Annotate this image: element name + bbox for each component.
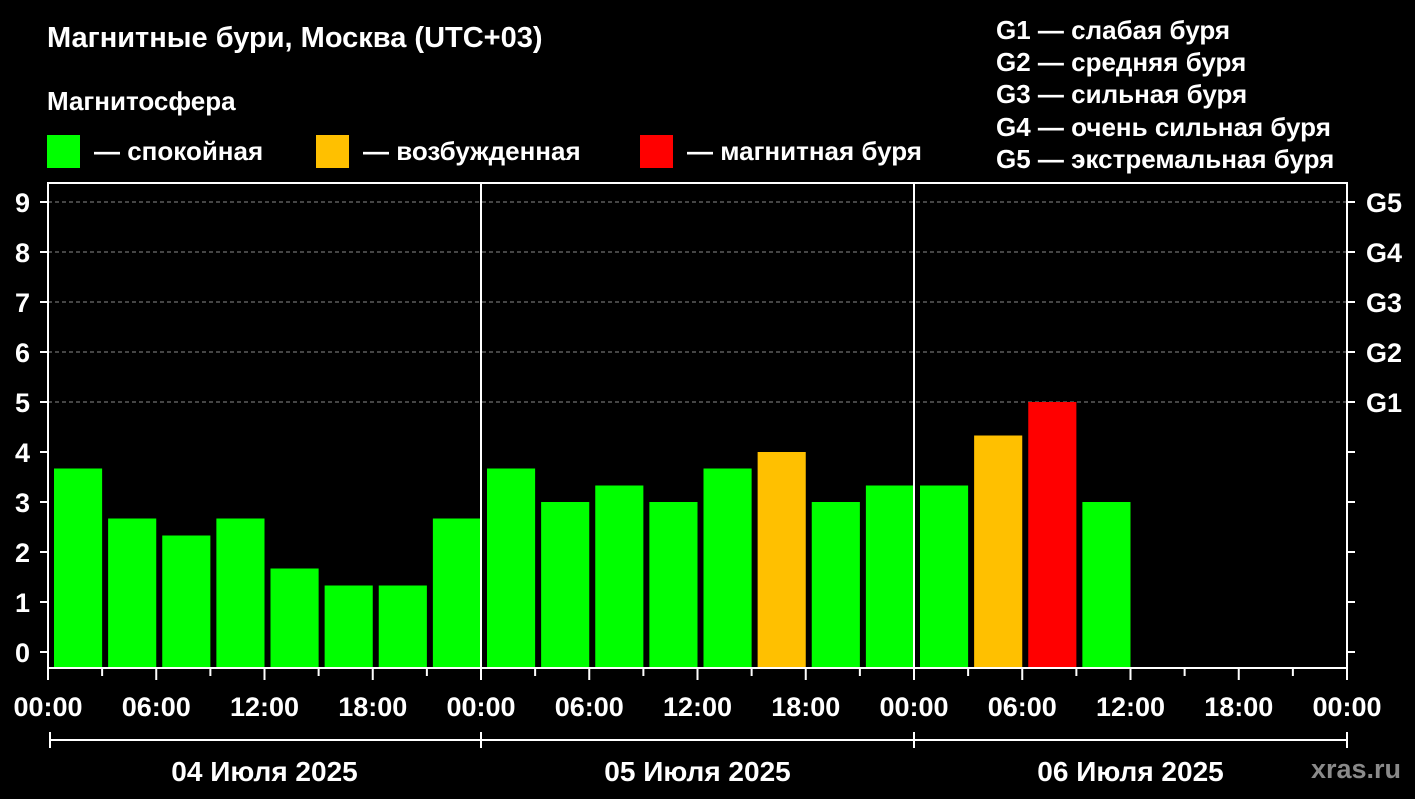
- y-tick-label: 9: [15, 188, 30, 218]
- x-tick-label: 12:00: [663, 692, 732, 722]
- bar: [757, 452, 806, 668]
- x-tick-label: 06:00: [988, 692, 1057, 722]
- g-tick-label: G5: [1366, 188, 1402, 218]
- y-tick-label: 5: [15, 388, 30, 418]
- g-scale-g4: G4 — очень сильная буря: [996, 111, 1331, 142]
- bar: [324, 585, 373, 668]
- bar: [270, 568, 319, 668]
- y-tick-label: 8: [15, 238, 30, 268]
- x-tick-label: 00:00: [1312, 692, 1381, 722]
- watermark: xras.ru: [1310, 754, 1401, 784]
- bar: [1028, 402, 1077, 668]
- bar: [1082, 502, 1131, 668]
- y-tick-label: 7: [15, 288, 30, 318]
- chart-subtitle: Магнитосфера: [47, 86, 236, 116]
- bar: [920, 485, 969, 668]
- chart-title: Магнитные бури, Москва (UTC+03): [47, 22, 543, 54]
- g-tick-label: G2: [1366, 338, 1402, 368]
- y-tick-label: 4: [15, 438, 30, 468]
- legend-item-active: — возбужденная: [316, 134, 581, 168]
- x-tick-label: 06:00: [122, 692, 191, 722]
- x-tick-label: 18:00: [1204, 692, 1273, 722]
- g-scale-legend: G1 — слабая буря G2 — средняя буря G3 — …: [996, 14, 1334, 175]
- g-scale-g3: G3 — сильная буря: [996, 79, 1248, 110]
- bar: [54, 468, 103, 668]
- g-scale-g1: G1 — слабая буря: [996, 15, 1231, 45]
- y-tick-label: 6: [15, 338, 30, 368]
- y-tick-label: 1: [15, 588, 30, 618]
- bar: [162, 535, 211, 668]
- x-tick-label: 12:00: [230, 692, 299, 722]
- bar: [595, 485, 644, 668]
- y-tick-label: 2: [15, 538, 30, 568]
- bar: [378, 585, 427, 668]
- bar: [108, 518, 157, 668]
- legend-swatch-quiet: [47, 134, 80, 168]
- g-tick-label: G1: [1366, 388, 1402, 418]
- day-label: 04 Июля 2025: [171, 756, 357, 787]
- bar: [811, 502, 860, 668]
- legend-item-quiet: — спокойная: [47, 134, 263, 168]
- y-tick-label: 3: [15, 488, 30, 518]
- x-tick-label: 06:00: [555, 692, 624, 722]
- x-tick-label: 12:00: [1096, 692, 1165, 722]
- legend-label-storm: — магнитная буря: [687, 135, 922, 166]
- legend-label-quiet: — спокойная: [94, 135, 264, 166]
- legend-label-active: — возбужденная: [363, 135, 581, 166]
- legend-swatch-storm: [640, 134, 673, 168]
- bar: [865, 485, 914, 668]
- legend-swatch-active: [316, 134, 349, 168]
- x-tick-label: 18:00: [338, 692, 407, 722]
- x-tick-label: 00:00: [13, 692, 82, 722]
- x-tick-label: 18:00: [771, 692, 840, 722]
- bar: [974, 435, 1023, 668]
- bar: [487, 468, 536, 668]
- g-tick-label: G4: [1366, 238, 1402, 268]
- bar: [649, 502, 698, 668]
- g-scale-g5: G5 — экстремальная буря: [996, 143, 1335, 174]
- g-tick-label: G3: [1366, 288, 1402, 318]
- x-tick-label: 00:00: [879, 692, 948, 722]
- day-label: 05 Июля 2025: [604, 756, 790, 787]
- day-label: 06 Июля 2025: [1037, 756, 1223, 787]
- bar: [432, 518, 481, 668]
- legend-item-storm: — магнитная буря: [640, 134, 922, 168]
- y-tick-label: 0: [15, 638, 30, 668]
- g-scale-g2: G2 — средняя буря: [996, 47, 1247, 78]
- bar: [703, 468, 752, 668]
- bar: [216, 518, 265, 668]
- x-tick-label: 00:00: [446, 692, 515, 722]
- bar: [541, 502, 590, 668]
